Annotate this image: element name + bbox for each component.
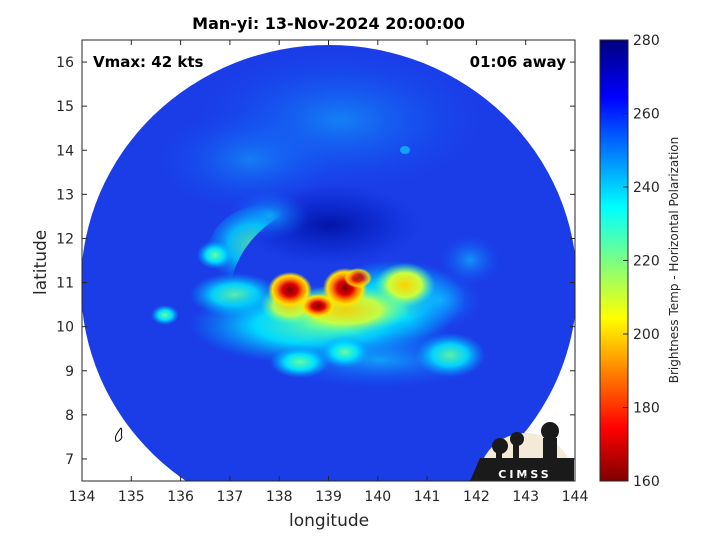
y-tick-label-1: 8 xyxy=(65,408,74,424)
x-tick-label-5: 139 xyxy=(315,489,342,505)
x-tick-label-7: 141 xyxy=(414,489,441,505)
colorbar-tick-label-0: 160 xyxy=(633,474,660,490)
y-tick-label-2: 9 xyxy=(65,364,74,380)
x-tick-label-8: 142 xyxy=(463,489,490,505)
x-tick-label-6: 140 xyxy=(364,489,391,505)
y-tick-label-0: 7 xyxy=(65,452,74,468)
colorbar-tick-label-3: 220 xyxy=(633,254,660,270)
colorbar-ticks: 160 180 200 220 240 260 280 xyxy=(623,33,660,490)
y-tick-label-7: 14 xyxy=(56,143,74,159)
x-axis: 134 135 136 137 138 139 140 141 142 143 144 xyxy=(69,40,589,505)
island-outline xyxy=(115,427,123,442)
y-axis: 7 8 9 10 11 12 13 14 15 16 xyxy=(56,55,575,468)
x-tick-label-4: 138 xyxy=(266,489,293,505)
colorbar-tick-label-1: 180 xyxy=(633,401,660,417)
y-tick-label-8: 15 xyxy=(56,99,74,115)
y-tick-label-5: 12 xyxy=(56,231,74,247)
x-axis-label: longitude xyxy=(289,511,370,531)
y-tick-label-3: 10 xyxy=(56,320,74,336)
x-tick-label-2: 136 xyxy=(167,489,194,505)
colorbar-tick-label-5: 260 xyxy=(633,107,660,123)
x-tick-label-3: 137 xyxy=(217,489,244,505)
logo-text: CIMSS xyxy=(498,468,551,481)
cimss-logo xyxy=(470,422,574,481)
storm-structure xyxy=(151,50,500,388)
x-tick-label-1: 135 xyxy=(118,489,145,505)
x-tick-label-10: 144 xyxy=(562,489,589,505)
y-tick-label-9: 16 xyxy=(56,55,74,71)
colorbar-tick-label-2: 200 xyxy=(633,327,660,343)
colorbar-label: Brightness Temp - Horizontal Polarizatio… xyxy=(667,137,681,384)
y-tick-label-6: 13 xyxy=(56,187,74,203)
colorbar-tick-label-4: 240 xyxy=(633,180,660,196)
y-axis-label: latitude xyxy=(31,229,51,295)
swath-layer xyxy=(82,45,575,481)
x-tick-label-0: 134 xyxy=(69,489,96,505)
colorbar-tick-label-6: 280 xyxy=(633,33,660,49)
x-tick-label-9: 143 xyxy=(512,489,539,505)
away-label: 01:06 away xyxy=(469,53,566,71)
figure-title: Man-yi: 13-Nov-2024 20:00:00 xyxy=(192,14,465,33)
vmax-label: Vmax: 42 kts xyxy=(93,53,204,71)
y-tick-label-4: 11 xyxy=(56,276,74,292)
